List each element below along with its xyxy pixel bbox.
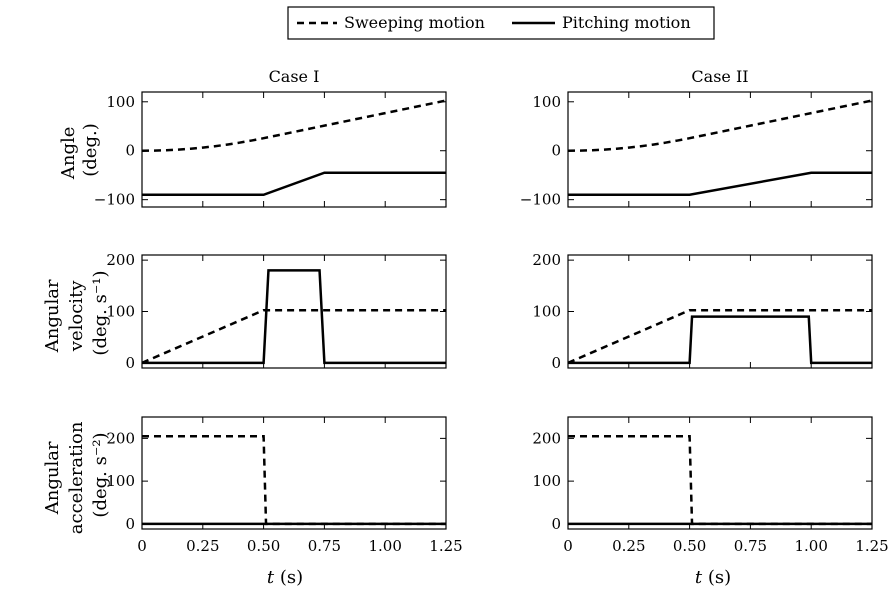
x-tick-label: 0.75 <box>734 537 767 555</box>
x-tick-label: 1.25 <box>855 537 888 555</box>
y-tick-label: 100 <box>532 472 561 490</box>
pitching-motion-line <box>142 269 446 365</box>
y-tick-label: 100 <box>532 303 561 321</box>
x-tick-label: 0 <box>137 537 147 555</box>
sweeping-motion-line <box>568 434 872 526</box>
y-tick-label: 0 <box>551 142 561 160</box>
x-tick-label: 1.00 <box>368 537 401 555</box>
x-tick-label: 1.25 <box>429 537 462 555</box>
y-tick-label: 200 <box>532 251 561 269</box>
sweeping-motion-line <box>142 99 446 152</box>
pitching-motion-line <box>568 171 872 197</box>
legend-sweeping-label: Sweeping motion <box>344 13 485 32</box>
x-tick-label: 0.25 <box>186 537 219 555</box>
y-tick-label: 0 <box>551 515 561 533</box>
panel-frame <box>567 254 873 369</box>
sweeping-motion-line <box>142 308 446 365</box>
panel-title: Case I <box>269 67 320 86</box>
y-tick-label: 200 <box>106 429 135 447</box>
x-tick-label: 0.50 <box>247 537 280 555</box>
y-tick-label: 100 <box>106 303 135 321</box>
y-tick-label: 0 <box>125 354 135 372</box>
panel-1: −100 0 100 Case II <box>520 67 873 209</box>
sweeping-motion-line <box>142 434 446 526</box>
y-tick-label: −100 <box>520 191 561 209</box>
y-tick-label: 0 <box>125 515 135 533</box>
x-tick-label: 0.25 <box>612 537 645 555</box>
x-tick-label: 0 <box>563 537 573 555</box>
legend-pitching-label: Pitching motion <box>562 13 691 32</box>
panel-frame <box>141 91 447 208</box>
y-tick-label: 200 <box>106 251 135 269</box>
x-tick-label: 0.75 <box>308 537 341 555</box>
panel-frame <box>567 416 873 530</box>
panel-3: 0 100 200 <box>532 251 873 372</box>
sweeping-motion-line <box>568 308 872 365</box>
x-tick-label: 0.50 <box>673 537 706 555</box>
panels: −100 0 100 Case I −100 0 100 Case II 0 100 200 0 100… <box>94 67 888 555</box>
y-tick-label: 0 <box>551 354 561 372</box>
y-tick-label: 200 <box>532 429 561 447</box>
y-tick-label: 0 <box>125 142 135 160</box>
y-tick-label: −100 <box>94 191 135 209</box>
x-axis-label-right: t (s) <box>695 567 731 588</box>
y-tick-label: 100 <box>106 93 135 111</box>
panel-5: 0 0.25 0.50 0.75 1.00 1.25 0 100 200 <box>532 416 888 555</box>
panel-frame <box>141 416 447 530</box>
panel-title: Case II <box>691 67 748 86</box>
legend-frame <box>287 6 715 40</box>
x-tick-label: 1.00 <box>794 537 827 555</box>
y-tick-label: 100 <box>532 93 561 111</box>
row-label-angular-acceleration: Angular acceleration (deg. s⁻²) <box>42 416 111 534</box>
legend: Sweeping motion Pitching motion <box>287 6 715 40</box>
row-label-angular-velocity: Angular velocity (deg. s⁻¹) <box>42 270 111 355</box>
sweeping-motion-line <box>568 99 872 152</box>
panel-4: 0 0.25 0.50 0.75 1.00 1.25 0 100 200 <box>106 416 463 555</box>
y-tick-label: 100 <box>106 472 135 490</box>
pitching-motion-line <box>142 171 446 197</box>
row-label-angle: Angle (deg.) <box>58 121 101 180</box>
x-axis-label-left: t (s) <box>267 567 303 588</box>
panel-0: −100 0 100 Case I <box>94 67 447 209</box>
pitching-motion-line <box>568 315 872 365</box>
panel-frame <box>141 254 447 369</box>
panel-2: 0 100 200 <box>106 251 447 372</box>
